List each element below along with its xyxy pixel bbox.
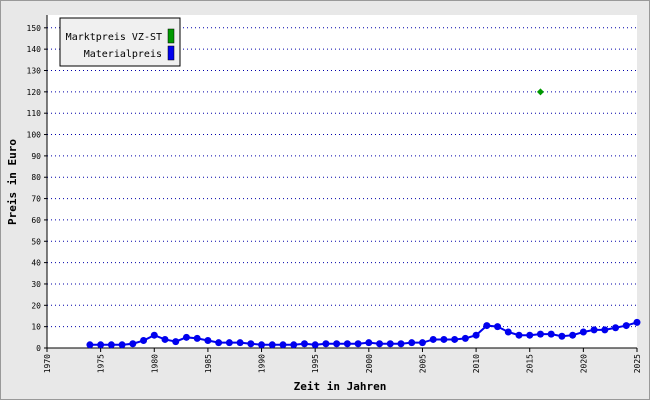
x-tick-label: 1995 [311,354,320,373]
data-point [129,340,137,348]
y-tick-label: 120 [27,88,42,97]
x-tick-label: 2000 [365,354,374,373]
legend-box [59,17,181,67]
x-tick-label: 1985 [204,354,213,373]
data-point [408,339,416,347]
data-point [365,339,373,347]
data-point [247,340,255,348]
y-tick-label: 100 [27,131,42,140]
data-point [279,341,287,349]
y-axis-title: Preis in Euro [6,139,19,225]
x-axis-title: Zeit in Jahren [294,380,387,393]
data-point [440,335,448,343]
data-point [258,341,266,349]
data-point [633,318,641,326]
x-tick-label: 2015 [526,354,535,373]
series-line [89,321,638,346]
data-point [182,333,190,341]
data-point [333,340,341,348]
data-point [118,341,126,349]
legend-label: Marktpreis VZ-ST [66,32,162,43]
data-point [376,340,384,348]
data-point [397,340,405,348]
x-tick-label: 1980 [150,354,159,373]
data-point [515,331,523,339]
x-tick-label: 1970 [43,354,52,373]
y-tick-label: 10 [31,323,41,332]
data-point [268,341,276,349]
y-tick-label: 110 [27,109,42,118]
data-point [215,339,223,347]
data-point [86,341,94,349]
data-point [418,339,426,347]
y-tick-label: 50 [31,237,41,246]
data-point [343,340,351,348]
y-tick-label: 90 [31,152,41,161]
data-point [161,335,169,343]
legend-label: Materialpreis [84,49,162,60]
legend-swatch [167,28,175,44]
y-tick-label: 20 [31,301,41,310]
y-tick-label: 130 [27,67,42,76]
data-point [290,341,298,349]
data-point [612,324,620,332]
x-tick-label: 1975 [97,354,106,373]
y-tick-label: 140 [27,45,42,54]
data-point [150,331,158,339]
data-point [536,88,544,96]
x-tick-label: 2020 [579,354,588,373]
data-point [97,341,105,349]
data-point [386,340,394,348]
data-point [236,339,244,347]
plot-area [47,15,637,348]
data-point [483,322,491,330]
x-tick-label: 2010 [472,354,481,373]
data-point [601,326,609,334]
data-point [504,328,512,336]
data-point [569,331,577,339]
data-point [300,340,308,348]
x-tick-label: 2005 [418,354,427,373]
data-point [107,341,115,349]
y-tick-label: 60 [31,216,41,225]
y-tick-label: 70 [31,195,41,204]
data-point [225,339,233,347]
data-point [590,326,598,334]
y-tick-label: 40 [31,259,41,268]
data-point [354,340,362,348]
data-point [547,330,555,338]
data-point [494,323,502,331]
data-point [622,322,630,330]
data-point [172,338,180,346]
legend: Marktpreis VZ-ST Materialpreis [59,17,181,67]
data-point [526,331,534,339]
y-tick-label: 80 [31,173,41,182]
data-point [451,335,459,343]
data-point [558,332,566,340]
data-point [579,328,587,336]
x-tick-label: 1990 [258,354,267,373]
data-point [322,340,330,348]
data-point [461,334,469,342]
data-point [193,334,201,342]
data-point [429,335,437,343]
data-point [204,337,212,345]
y-tick-label: 30 [31,280,41,289]
data-point [140,337,148,345]
legend-swatch [167,45,175,61]
data-point [472,331,480,339]
y-tick-label: 0 [36,344,41,353]
x-tick-label: 2025 [633,354,642,373]
data-point [536,330,544,338]
data-point [311,341,319,349]
y-tick-label: 150 [27,24,42,33]
